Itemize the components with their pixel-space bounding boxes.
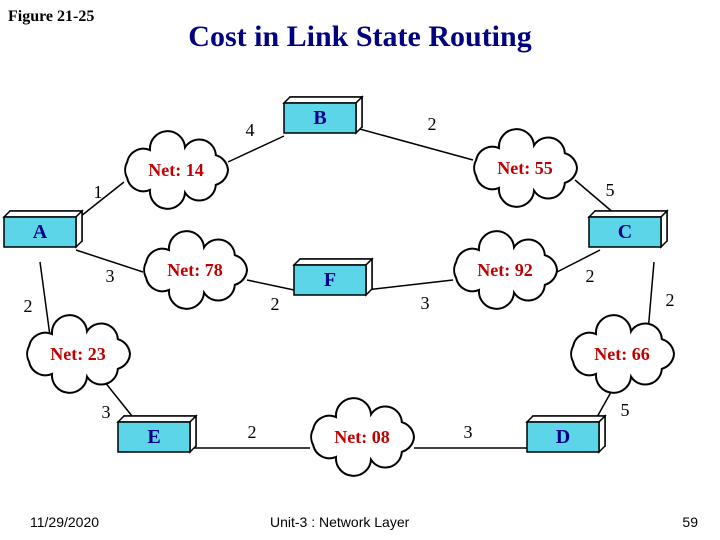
cloud-label-net08: Net: 08 [334,427,389,447]
cost-net92-C: 2 [586,266,595,286]
cloud-label-net78: Net: 78 [167,260,222,280]
network-diagram: 1 4 2 5 3 2 3 2 2 3 2 3 5 2 Net: 14 Net: 55 Net: 78 Net: … [0,0,720,540]
cloud-label-net55: Net: 55 [497,158,552,178]
router-side-C [661,211,667,247]
router-label-A: A [33,221,48,243]
cloud-label-net14: Net: 14 [148,160,203,180]
link-B-net55 [356,128,473,160]
link-net14-B [228,136,284,162]
router-side-F [366,259,372,295]
router-label-C: C [618,221,632,243]
cost-net08-D: 3 [464,422,473,442]
router-top-B [284,97,362,103]
link-net66-C [648,262,654,332]
link-A-net23 [40,262,50,336]
cost-net23-E: 3 [102,402,111,422]
footer-date: 11/29/2020 [30,514,99,530]
router-label-D: D [556,426,570,448]
cost-net14-B: 4 [246,120,255,140]
router-top-C [589,211,667,217]
cloud-label-net92: Net: 92 [477,260,532,280]
footer-center: Unit-3 : Network Layer [270,514,409,530]
cost-net78-F: 2 [271,294,280,314]
router-top-E [118,416,196,422]
router-side-D [599,416,605,452]
cloud-label-net66: Net: 66 [594,344,649,364]
router-side-E [190,416,196,452]
router-top-D [527,416,605,422]
footer-page: 59 [682,514,698,530]
cost-A-net23: 2 [24,296,33,316]
cost-F-net92: 3 [421,293,430,313]
cost-A-net78: 3 [106,266,115,286]
cost-B-net55: 2 [428,114,437,134]
cost-net66-C: 2 [666,290,675,310]
cost-E-net08: 2 [248,422,257,442]
cost-A-net14: 1 [94,182,103,202]
router-top-F [294,259,372,265]
cost-D-net66: 5 [621,400,630,420]
router-label-F: F [324,269,336,291]
link-net78-F [247,280,294,290]
cost-net55-C: 5 [606,180,615,200]
router-top-A [4,211,82,217]
router-label-E: E [147,426,160,448]
router-side-B [356,97,362,133]
router-label-B: B [313,107,326,129]
router-side-A [76,211,82,247]
link-F-net92 [366,280,453,290]
cloud-label-net23: Net: 23 [50,344,105,364]
